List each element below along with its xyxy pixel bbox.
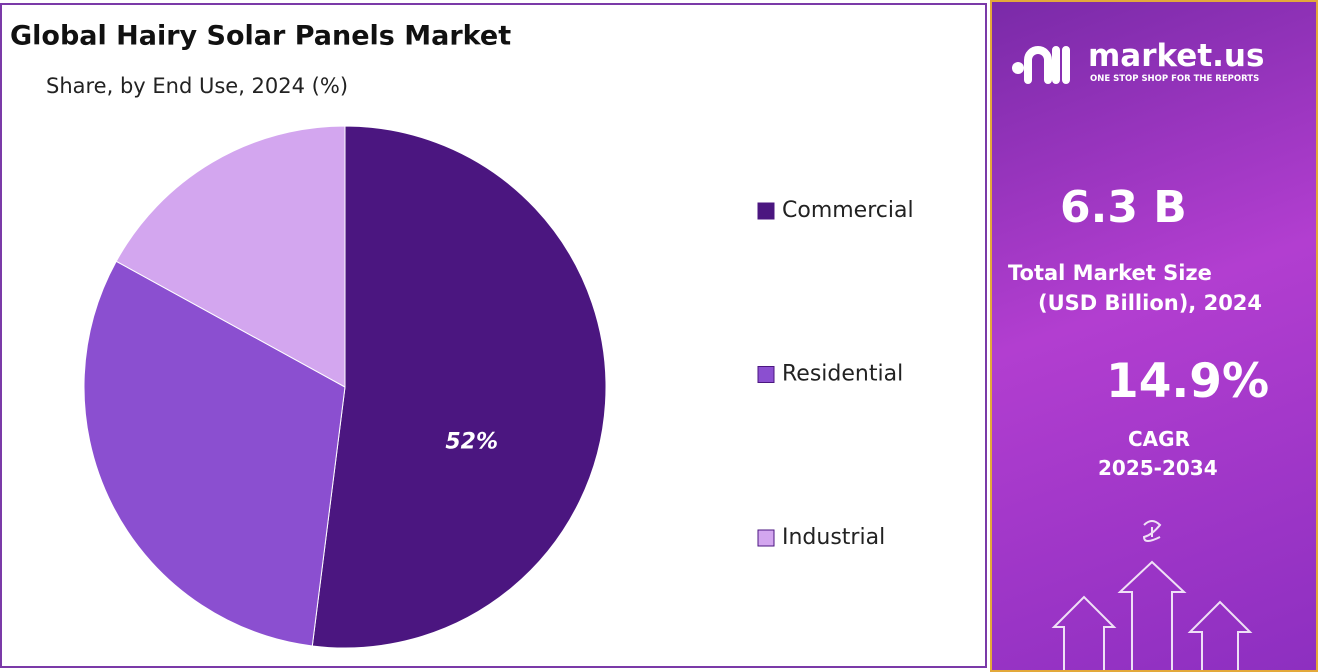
legend-label: Industrial: [782, 525, 885, 550]
market-size: 6.3 B: [1060, 182, 1187, 233]
market-size-label: (USD Billion), 2024: [1038, 291, 1263, 315]
chart-subtitle: Share, by End Use, 2024 (%): [46, 74, 348, 98]
chart: Global Hairy Solar Panels Market Share, …: [0, 3, 987, 668]
legend-swatch: [757, 366, 775, 383]
chart-title: Global Hairy Solar Panels Market: [10, 21, 511, 52]
pie-slice: [115, 125, 346, 388]
cagr-label: CAGR: [1128, 427, 1190, 451]
brand: market.us: [1088, 38, 1265, 74]
market-size-label: Total Market Size: [1008, 261, 1212, 285]
pie-slice: [83, 260, 346, 647]
arrows-decoration: [1051, 520, 1253, 670]
cagr-period: 2025-2034: [1098, 456, 1218, 480]
tagline: ONE STOP SHOP FOR THE REPORTS: [1090, 74, 1260, 84]
legend-swatch: [757, 202, 775, 220]
legend-label: Commercial: [782, 198, 914, 223]
data-label: 52%: [445, 429, 498, 454]
info-panel: market.us ONE STOP SHOP FOR THE REPORTS …: [990, 0, 1318, 672]
pie-slice: [311, 125, 607, 649]
logo-icon: [1012, 46, 1070, 84]
legend-swatch: [757, 529, 775, 547]
cagr-value: 14.9%: [1106, 354, 1270, 409]
legend-label: Residential: [782, 362, 903, 387]
